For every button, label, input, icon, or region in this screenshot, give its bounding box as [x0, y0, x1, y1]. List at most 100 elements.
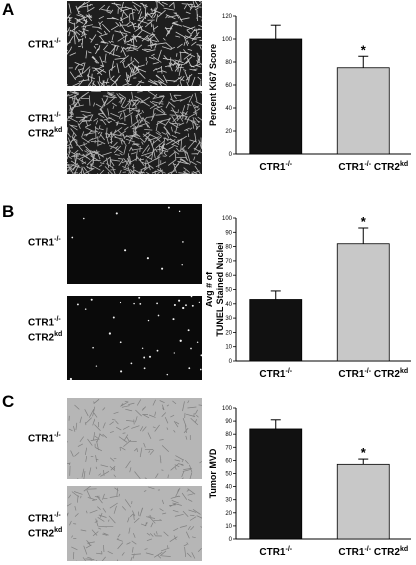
y-tick-label: 100	[222, 37, 233, 43]
bar	[249, 428, 303, 540]
y-tick-label: 30	[225, 316, 232, 322]
stained-nucleus	[143, 356, 146, 359]
image-background	[67, 398, 202, 479]
panel-c: C CTR1-/- CTR1-/- CTR2kd Tumor MVD 0 10 20 3…	[0, 392, 416, 565]
vessels	[67, 399, 202, 479]
category-sup: kd	[400, 546, 408, 553]
row-label-ctr1: CTR1-/-	[28, 38, 61, 51]
y-tick-label: 40	[225, 106, 232, 112]
image-background	[67, 296, 202, 380]
stained-nucleus	[119, 341, 122, 344]
stained-nucleus	[182, 306, 185, 310]
y-axis-label: Avg # ofTUNEL Stained Nuclei	[206, 242, 225, 336]
stained-nucleus	[199, 368, 202, 371]
micrograph-image	[67, 486, 202, 561]
x-category-label: CTR1-/- CTR2kd	[338, 368, 408, 380]
stained-nucleus	[188, 367, 191, 370]
stained-nucleus	[95, 365, 98, 367]
y-tick-label: 100	[222, 406, 233, 412]
bar	[249, 299, 303, 362]
y-tick-label: 60	[225, 83, 232, 89]
stained-nucleus	[190, 296, 193, 298]
stained-nucleus	[119, 301, 122, 304]
category-text: CTR2	[371, 369, 400, 380]
stained-nucleus	[173, 303, 176, 307]
y-axis-label-line: Percent Ki67 Score	[208, 44, 218, 126]
category-sup: -/-	[364, 546, 371, 553]
category-text: CTR1	[259, 369, 286, 380]
stained-nucleus	[167, 206, 170, 209]
stained-nucleus	[130, 362, 133, 365]
stained-nucleus	[147, 319, 150, 322]
row-label-ctr1-ctr2kd: CTR1-/- CTR2kd	[28, 316, 63, 344]
category-sup: -/-	[286, 161, 293, 168]
micrograph-ctr1	[67, 1, 202, 86]
stained-nucleus	[92, 346, 94, 349]
stained-nucleus	[90, 298, 93, 301]
x-category-label: CTR1-/-	[259, 546, 292, 558]
row-label-ctr1: CTR1-/-	[28, 432, 61, 445]
y-tick-label: 80	[225, 60, 232, 66]
category-sup: kd	[400, 368, 408, 375]
significance-marker: *	[361, 214, 367, 229]
tissue-fibers	[67, 1, 202, 86]
row-label-ctr1-ctr2kd: CTR1-/- CTR2kd	[28, 512, 63, 540]
stained-nucleus	[187, 329, 190, 332]
vessels	[67, 486, 202, 561]
stained-nucleus	[181, 264, 183, 266]
stained-nucleus	[198, 301, 201, 304]
y-tick-label: 0	[229, 359, 233, 365]
stained-nucleus	[108, 332, 112, 335]
panel-b: B CTR1-/- CTR1-/- CTR2kd Avg # ofTUNEL S…	[0, 202, 416, 382]
y-tick-label: 90	[225, 230, 232, 236]
row-label-ctr1-ctr2kd: CTR1-/- CTR2kd	[28, 112, 63, 140]
stained-nucleus	[115, 212, 118, 215]
image-background	[67, 204, 202, 284]
panel-letter: C	[2, 392, 15, 411]
stained-nucleus	[84, 308, 87, 310]
stained-nucleus	[179, 339, 182, 342]
y-tick-label: 100	[222, 216, 233, 222]
stained-nucleus	[120, 370, 123, 373]
category-text: CTR1	[338, 162, 365, 173]
micrograph-image	[67, 296, 202, 380]
y-axis-label-line: Avg # of	[206, 271, 214, 307]
y-tick-label: 0	[229, 152, 233, 158]
y-axis-label-line: Tumor MVD	[208, 448, 218, 498]
image-background	[67, 486, 202, 561]
x-category-label: CTR1-/-	[259, 368, 292, 380]
stained-nucleus	[148, 355, 152, 358]
y-axis-label: Tumor MVD	[208, 448, 218, 498]
y-tick-label: 50	[225, 288, 232, 294]
y-tick-label: 60	[225, 273, 232, 279]
y-tick-label: 10	[225, 345, 232, 351]
row-label-ctr1: CTR1-/-	[28, 236, 61, 249]
y-tick-label: 90	[225, 419, 232, 425]
micrograph-image	[67, 1, 202, 86]
stained-nucleus	[83, 217, 85, 220]
stained-nucleus	[112, 316, 115, 319]
micrograph-image	[67, 398, 202, 479]
y-axis-label: Percent Ki67 Score	[208, 44, 218, 126]
stained-nucleus	[161, 267, 164, 270]
stained-nucleus	[196, 341, 199, 344]
stained-nucleus	[133, 302, 135, 305]
category-text: CTR1	[259, 162, 286, 173]
y-tick-label: 80	[225, 432, 232, 438]
panel-letter: A	[2, 0, 15, 19]
y-tick-label: 70	[225, 259, 232, 265]
category-text: CTR1	[259, 547, 286, 558]
stained-nucleus	[146, 257, 149, 260]
category-sup: -/-	[286, 368, 293, 375]
stained-nucleus	[178, 210, 181, 213]
y-tick-label: 70	[225, 445, 232, 451]
stained-nucleus	[173, 352, 175, 354]
stained-nucleus	[139, 302, 142, 305]
y-tick-label: 30	[225, 498, 232, 504]
bar	[336, 67, 390, 155]
stained-nucleus	[124, 249, 127, 252]
stained-nucleus	[166, 373, 169, 376]
significance-marker: *	[361, 445, 367, 460]
y-tick-label: 20	[225, 511, 232, 517]
stained-nucleus	[157, 314, 160, 317]
